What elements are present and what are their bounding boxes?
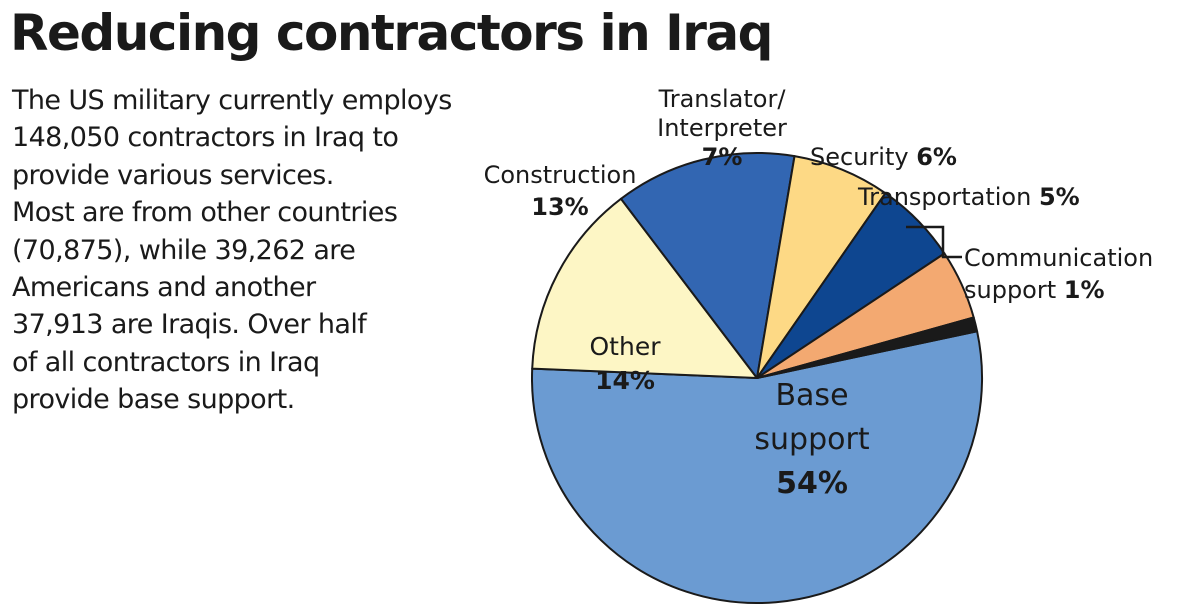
slice-label-line: support — [754, 422, 869, 457]
slice-label-line: Translator/ — [658, 85, 787, 113]
slice-label-line: Other — [590, 332, 662, 361]
slice-label-line: support 1% — [964, 276, 1105, 304]
slice-label-communication-support: Communication support 1% — [964, 244, 1153, 304]
pie-slice-base-support — [531, 330, 983, 604]
communication-leader-line — [906, 225, 962, 259]
slice-value-label: 14% — [595, 366, 655, 395]
slice-value-label: 13% — [531, 193, 588, 221]
slice-label-construction: Construction 13% — [484, 161, 637, 221]
intro-line: provide various services. — [12, 159, 334, 191]
slice-value-label: 5% — [1039, 183, 1080, 211]
slice-label-line: Construction — [484, 161, 637, 189]
pie-slice-communication-support — [756, 316, 979, 379]
slice-label-base-support: Base support 54% — [754, 378, 869, 501]
slice-value-label: 6% — [916, 143, 957, 171]
intro-line: provide base support. — [12, 384, 295, 416]
slice-label-line: Base — [775, 378, 848, 413]
pie-slices — [531, 152, 983, 604]
slice-label-line: Communication — [964, 244, 1153, 272]
intro-line: 148,050 contractors in Iraq to — [12, 122, 399, 154]
slice-value-label: 54% — [776, 466, 848, 501]
intro-line: Americans and another — [12, 272, 316, 304]
intro-line: (70,875), while 39,262 are — [12, 234, 356, 266]
pie-slice-construction — [619, 152, 796, 379]
slice-value-label: 7% — [702, 143, 743, 171]
slice-label-transportation: Transportation 5% — [857, 183, 1080, 211]
intro-line: The US military currently employs — [12, 85, 452, 116]
slice-label-other: Other 14% — [590, 332, 662, 395]
slice-label-security: Security 6% — [810, 143, 957, 171]
slice-label-line: Security 6% — [810, 143, 957, 171]
chart-title: Reducing contractors in Iraq — [10, 4, 773, 62]
intro-text: The US military currently employs 148,05… — [12, 82, 542, 419]
slice-label-line: Interpreter — [657, 114, 787, 142]
slice-label-line: Transportation 5% — [857, 183, 1080, 211]
intro-line: 37,913 are Iraqis. Over half — [12, 309, 367, 341]
slice-value-label: 1% — [1064, 276, 1105, 304]
intro-line: Most are from other countries — [12, 197, 398, 229]
pie-slice-other — [531, 197, 758, 379]
intro-line: of all contractors in Iraq — [12, 346, 320, 378]
pie-labels: Base support 54% Other 14% Construction 13% Tra… — [484, 85, 1154, 501]
